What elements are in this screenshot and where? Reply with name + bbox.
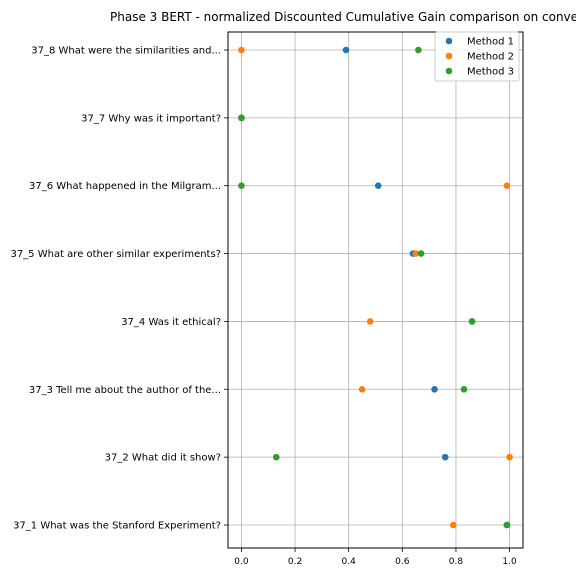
legend-marker — [445, 52, 453, 60]
legend: Method 1 Method 2 Method 3 — [434, 31, 520, 82]
data-point-method-3 — [415, 46, 422, 54]
data-point-method-2 — [506, 453, 513, 461]
chart-title: Phase 3 BERT - normalized Discounted Cum… — [110, 10, 576, 24]
legend-box — [434, 31, 520, 82]
plot-frame — [227, 31, 524, 549]
x-tick-label: 0.6 — [395, 557, 410, 567]
data-point-method-1 — [374, 182, 382, 190]
data-point-method-2 — [238, 46, 245, 54]
x-tick-label: 1.0 — [502, 557, 517, 567]
data-point-method-1 — [342, 46, 350, 54]
data-point-method-3 — [272, 453, 280, 461]
data-point-method-3 — [468, 318, 476, 325]
data-point-method-3 — [238, 182, 245, 190]
legend-label: Method 3 — [467, 67, 514, 78]
y-tick-label: 37_6 What happened in the Milgram... — [29, 181, 221, 192]
x-tick-label: 0.0 — [234, 557, 249, 567]
data-point-method-3 — [503, 521, 511, 529]
legend-label: Method 2 — [467, 52, 514, 63]
data-point-method-2 — [503, 182, 511, 190]
y-tick-label: 37_5 What are other similar experiments? — [10, 249, 221, 260]
x-tick-label: 0.4 — [342, 557, 357, 567]
y-tick-label: 37_3 Tell me about the author of the... — [29, 385, 221, 396]
legend-label: Method 1 — [467, 37, 514, 48]
data-point-method-2 — [449, 521, 457, 529]
y-axis: 37_8 What were the similarities and... 37… — [10, 46, 228, 532]
y-tick-label: 37_2 What did it show? — [105, 453, 221, 464]
legend-marker — [445, 37, 453, 45]
data-points — [238, 46, 513, 529]
x-tick-label: 0.2 — [288, 557, 302, 567]
x-tick-label: 0.8 — [449, 557, 464, 567]
y-tick-label: 37_1 What was the Stanford Experiment? — [13, 521, 221, 532]
data-point-method-1 — [431, 385, 438, 393]
x-axis: 0.0 0.2 0.4 0.6 0.8 1.0 — [234, 548, 517, 567]
data-point-method-1 — [441, 453, 449, 461]
legend-marker — [445, 67, 453, 75]
y-tick-label: 37_8 What were the similarities and... — [31, 46, 221, 57]
data-point-method-2 — [366, 318, 374, 325]
y-tick-label: 37_4 Was it ethical? — [121, 317, 221, 328]
grid — [228, 32, 523, 548]
data-point-method-3 — [417, 250, 425, 257]
data-point-method-3 — [460, 385, 468, 393]
data-point-method-2 — [358, 385, 366, 393]
data-point-method-3 — [238, 114, 245, 122]
y-tick-label: 37_7 Why was it important? — [81, 113, 221, 124]
data-point-method-2 — [412, 250, 420, 257]
